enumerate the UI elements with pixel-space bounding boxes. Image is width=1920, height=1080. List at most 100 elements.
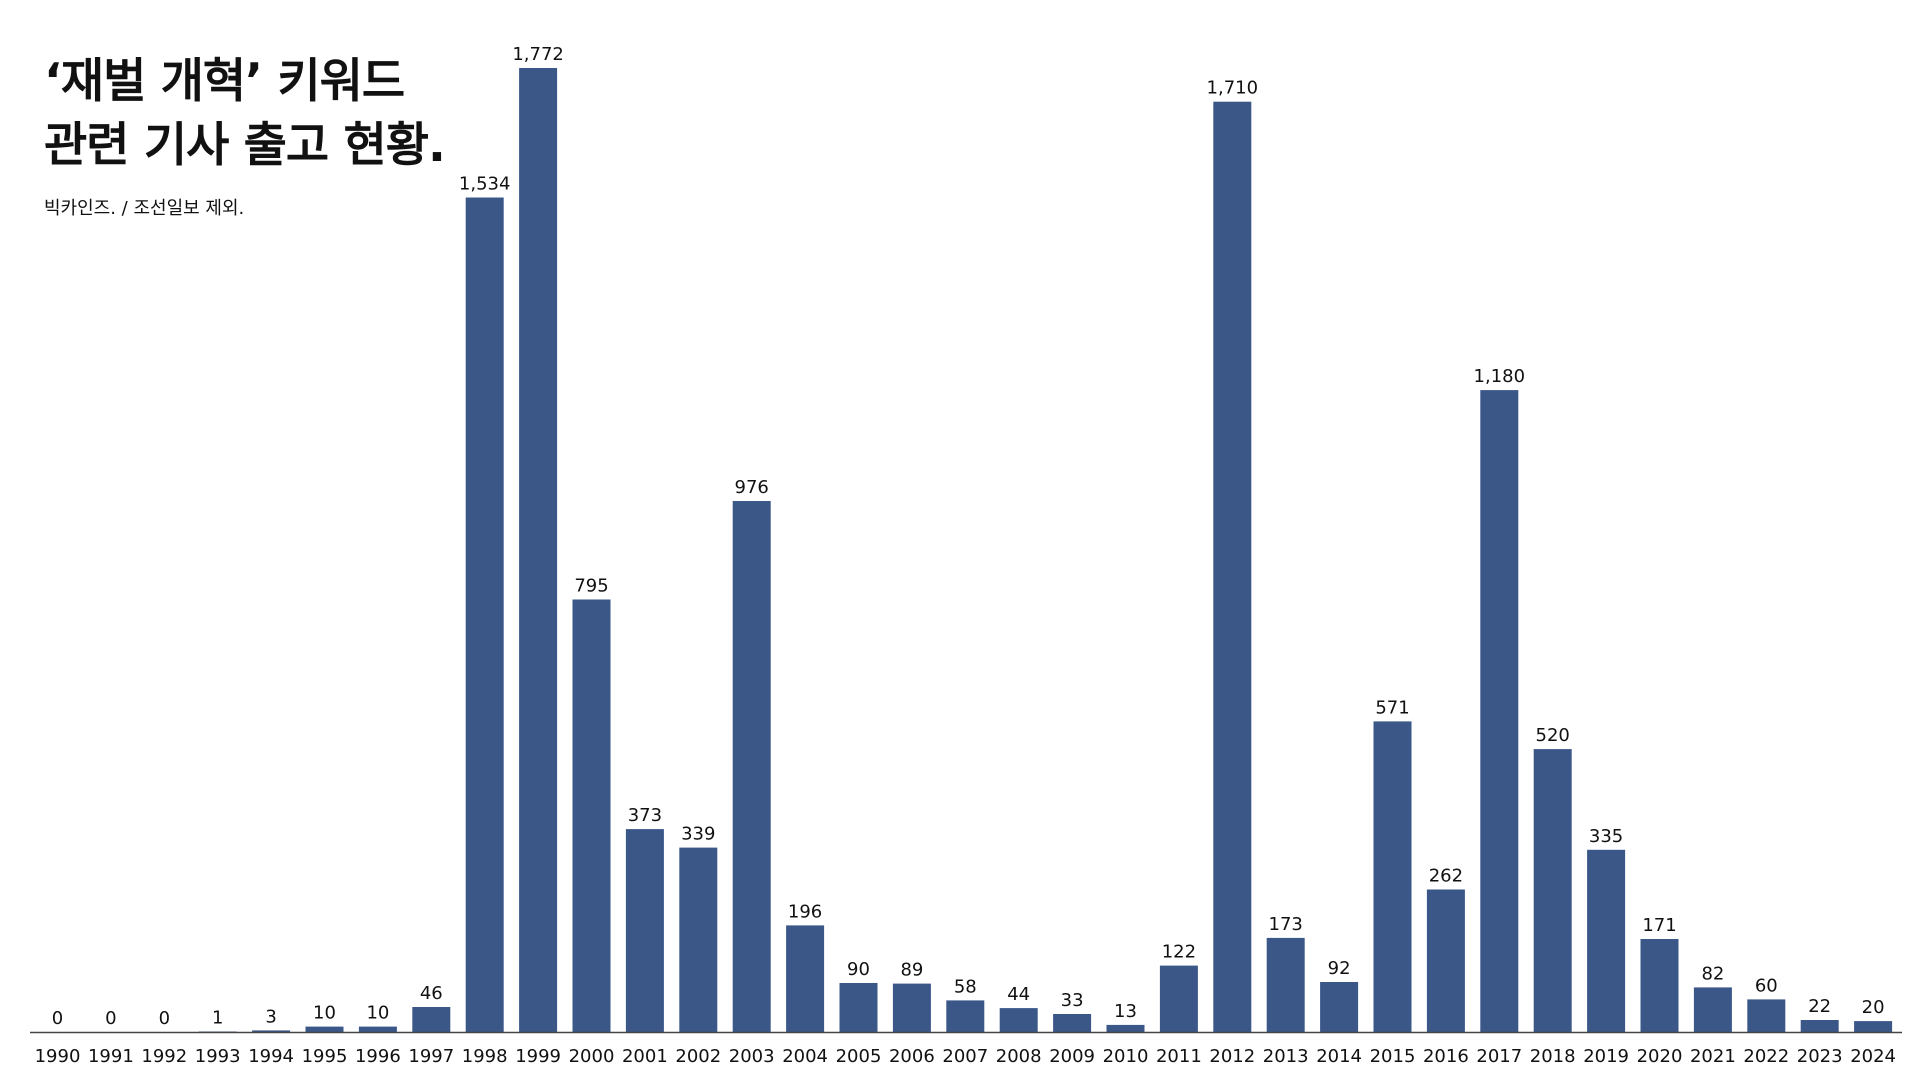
bar-2010: [1106, 1024, 1145, 1032]
value-label-1997: 46: [420, 983, 443, 1004]
value-label-2006: 89: [900, 960, 923, 981]
x-tick-label-2019: 2019: [1583, 1046, 1629, 1067]
chart-subtitle: 빅카인즈. / 조선일보 제외.: [44, 198, 245, 219]
chart-title-line-1: ‘재벌 개혁’ 키워드: [44, 54, 405, 109]
bar-2007: [946, 1000, 985, 1032]
x-tick-label-2016: 2016: [1423, 1046, 1469, 1067]
x-tick-label-1998: 1998: [462, 1046, 508, 1067]
value-label-2020: 171: [1642, 915, 1676, 936]
bar-1995: [305, 1026, 344, 1032]
bar-1997: [412, 1007, 451, 1032]
bar-2016: [1426, 889, 1465, 1032]
value-label-1995: 10: [313, 1003, 336, 1024]
bar-1994: [252, 1030, 291, 1032]
value-label-2017: 1,180: [1474, 366, 1526, 387]
bar-2011: [1159, 965, 1198, 1032]
bar-1996: [358, 1026, 397, 1032]
bar-2009: [1053, 1014, 1092, 1032]
x-tick-label-2015: 2015: [1370, 1046, 1416, 1067]
x-tick-label-2006: 2006: [889, 1046, 935, 1067]
x-tick-label-1992: 1992: [141, 1046, 187, 1067]
value-label-2024: 20: [1862, 997, 1885, 1018]
value-label-2007: 58: [954, 976, 977, 997]
value-label-2016: 262: [1429, 866, 1463, 887]
value-label-2015: 571: [1375, 697, 1409, 718]
value-label-2003: 976: [735, 477, 769, 498]
bar-2000: [572, 599, 611, 1032]
chart-title-line-2: 관련 기사 출고 현황.: [44, 118, 446, 173]
bar-1998: [465, 197, 504, 1032]
x-tick-label-2007: 2007: [942, 1046, 988, 1067]
bar-2018: [1533, 749, 1572, 1032]
x-tick-label-2000: 2000: [569, 1046, 615, 1067]
value-label-1993: 1: [212, 1008, 223, 1029]
x-tick-label-1996: 1996: [355, 1046, 401, 1067]
bar-2002: [679, 847, 718, 1032]
value-label-2001: 373: [628, 805, 662, 826]
bar-1999: [519, 68, 558, 1032]
value-label-2023: 22: [1808, 996, 1831, 1017]
bar-2021: [1693, 987, 1732, 1032]
value-label-2000: 795: [574, 576, 608, 597]
x-tick-label-1991: 1991: [88, 1046, 134, 1067]
x-tick-label-2024: 2024: [1850, 1046, 1896, 1067]
value-label-2021: 82: [1701, 963, 1724, 984]
x-tick-label-2003: 2003: [729, 1046, 775, 1067]
value-label-2013: 173: [1269, 914, 1303, 935]
bar-2017: [1480, 390, 1519, 1033]
bar-2005: [839, 983, 878, 1032]
value-label-2012: 1,710: [1207, 78, 1259, 99]
x-tick-label-1999: 1999: [515, 1046, 561, 1067]
value-label-2008: 44: [1007, 984, 1030, 1005]
x-tick-label-2011: 2011: [1156, 1046, 1202, 1067]
bar-2024: [1854, 1021, 1893, 1032]
value-label-1991: 0: [105, 1008, 116, 1029]
x-tick-label-2020: 2020: [1637, 1046, 1683, 1067]
value-label-2022: 60: [1755, 975, 1778, 996]
value-label-2009: 33: [1061, 990, 1084, 1011]
value-label-2004: 196: [788, 901, 822, 922]
x-tick-label-2005: 2005: [836, 1046, 882, 1067]
bar-2008: [999, 1008, 1038, 1032]
x-tick-label-2009: 2009: [1049, 1046, 1095, 1067]
value-label-2005: 90: [847, 959, 870, 980]
bar-2012: [1213, 101, 1252, 1032]
x-tick-label-2002: 2002: [675, 1046, 721, 1067]
bar-2003: [732, 501, 771, 1032]
x-tick-label-2014: 2014: [1316, 1046, 1362, 1067]
bar-2022: [1747, 999, 1786, 1032]
bar-2015: [1373, 721, 1412, 1032]
x-tick-label-2001: 2001: [622, 1046, 668, 1067]
bar-2014: [1320, 982, 1359, 1032]
x-tick-label-1997: 1997: [408, 1046, 454, 1067]
x-tick-label-2010: 2010: [1103, 1046, 1149, 1067]
value-label-2014: 92: [1328, 958, 1351, 979]
x-tick-label-1995: 1995: [302, 1046, 348, 1067]
x-tick-label-1990: 1990: [35, 1046, 81, 1067]
value-label-1994: 3: [265, 1006, 276, 1027]
title-block: ‘재벌 개혁’ 키워드 관련 기사 출고 현황. 빅카인즈. / 조선일보 제외…: [44, 50, 446, 220]
x-tick-label-2023: 2023: [1797, 1046, 1843, 1067]
value-label-1998: 1,534: [459, 174, 511, 195]
x-tick-label-1994: 1994: [248, 1046, 294, 1067]
bar-2001: [625, 829, 664, 1032]
bar-2019: [1587, 849, 1626, 1032]
x-tick-label-1993: 1993: [195, 1046, 241, 1067]
x-tick-label-2012: 2012: [1209, 1046, 1255, 1067]
value-label-1999: 1,772: [512, 44, 564, 65]
x-tick-label-2008: 2008: [996, 1046, 1042, 1067]
bar-2004: [786, 925, 825, 1032]
x-tick-label-2021: 2021: [1690, 1046, 1736, 1067]
value-label-2002: 339: [681, 824, 715, 845]
value-label-1996: 10: [366, 1003, 389, 1024]
value-label-2019: 335: [1589, 826, 1623, 847]
bar-2006: [892, 983, 931, 1032]
value-label-1990: 0: [52, 1008, 63, 1029]
x-tick-label-2018: 2018: [1530, 1046, 1576, 1067]
x-tick-label-2017: 2017: [1476, 1046, 1522, 1067]
value-label-2011: 122: [1162, 942, 1196, 963]
bar-2013: [1266, 937, 1305, 1032]
bar-2020: [1640, 939, 1679, 1032]
x-tick-label-2022: 2022: [1743, 1046, 1789, 1067]
